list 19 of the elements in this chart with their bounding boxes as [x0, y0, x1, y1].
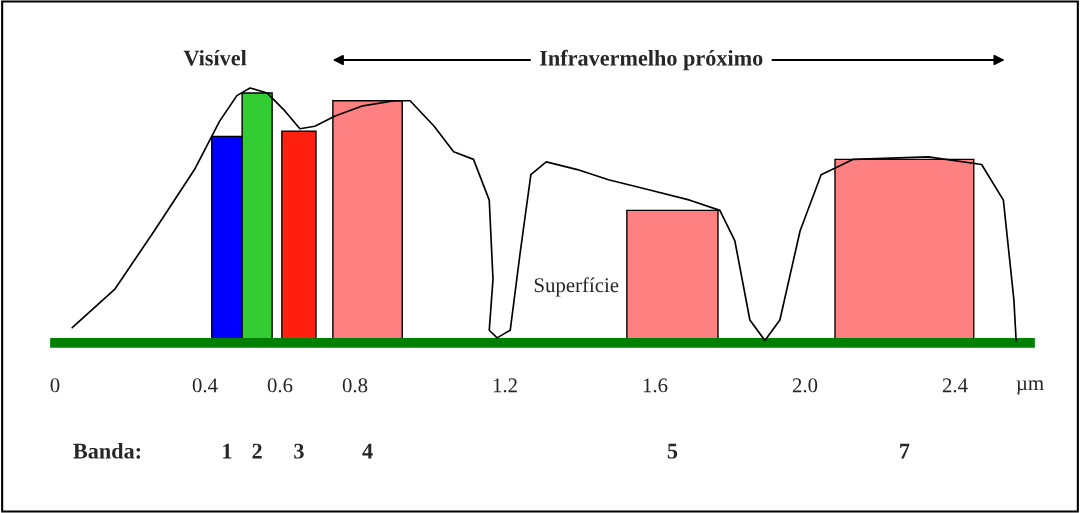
x-tick-label: 0.4 [192, 378, 218, 393]
x-tick-label: 1.2 [493, 378, 517, 393]
text: 2 [252, 443, 262, 459]
text: Infravermelho próximo [539, 49, 763, 71]
text: Visível [183, 49, 247, 66]
x-tick-label: 2.0 [792, 378, 818, 393]
text: 3 [294, 443, 304, 459]
x-tick-label: 0.8 [342, 378, 368, 393]
text: 1 [223, 443, 232, 459]
text: 5 [667, 443, 678, 459]
annotation: Superfície [534, 277, 619, 297]
x-tick-label: 1.6 [643, 378, 668, 393]
text: 4 [362, 443, 373, 459]
text: 7 [900, 443, 910, 459]
x-tick-label: 2.4 [942, 378, 968, 393]
text: Banda: [73, 442, 141, 459]
x-tick-label: 0 [50, 378, 60, 393]
x-tick-label: 0.6 [267, 378, 293, 393]
x-axis-title: µm [1016, 380, 1044, 395]
